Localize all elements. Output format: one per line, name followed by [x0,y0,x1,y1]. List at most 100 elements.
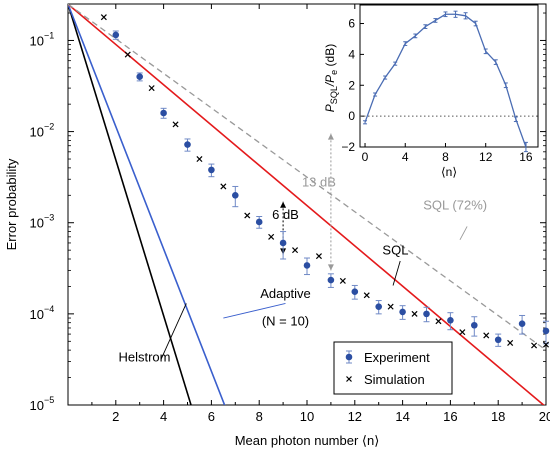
inset-y-tick-label: 2 [348,78,355,92]
simulation-cross-stroke [244,212,251,219]
annotation-label: SQL [382,242,408,257]
simulation-point [387,303,394,310]
simulation-cross-stroke [268,233,275,240]
annotation-label: 13 dB [302,174,336,189]
simulation-cross-stroke [459,329,466,336]
inset-y-axis-label-part: / [323,81,337,87]
inset-y-axis-label-part: e [329,70,339,75]
simulation-point [459,329,466,336]
experiment-point [232,191,239,199]
inset-y-tick-label: 0 [348,109,355,123]
simulation-cross-stroke [148,85,155,92]
x-axis-label: Mean photon number ⟨n⟩ [235,433,380,448]
experiment-point [447,316,454,324]
simulation-cross-stroke [339,277,346,284]
simulation-cross-stroke [100,14,107,21]
y-tick-exponent: −3 [44,213,54,223]
annotation-label: Helstrom [118,350,170,365]
annotation-label: (N = 10) [262,313,309,328]
simulation-cross-stroke [292,247,299,254]
x-tick-label: 14 [395,409,409,424]
simulation-point [292,247,299,254]
x-tick-label: 18 [491,409,505,424]
inset-y-axis-label-part: P [323,104,337,112]
simulation-cross-stroke [196,156,203,163]
theory-line [68,4,545,405]
x-tick-label: 4 [160,409,167,424]
simulation-point [172,121,179,128]
legend-experiment-marker [345,353,353,361]
experiment-point [542,327,550,335]
label-pointer [160,303,187,360]
annotation-label: SQL (72%) [423,197,487,212]
simulation-point [435,318,442,325]
simulation-cross-stroke [315,253,322,260]
x-tick-label: 20 [539,409,550,424]
x-tick-label: 8 [256,409,263,424]
simulation-cross-stroke [172,121,179,128]
y-tick-base: 10 [30,398,44,413]
theory-line [68,4,546,351]
legend-label: Experiment [364,350,430,365]
experiment-point [327,276,335,284]
experiment-point [208,166,215,174]
inset-y-tick-label: 6 [348,17,355,31]
interval-arrow-head-down [327,264,334,271]
legend-simulation-marker [346,376,352,382]
experiment-point [471,321,478,329]
experiment-point [518,320,526,327]
x-tick-label: 10 [300,409,314,424]
inset-y-tick-label: 4 [348,47,355,61]
simulation-point [411,310,418,317]
y-tick-base: 10 [30,33,44,48]
label-pointer [392,260,401,286]
experiment-point [136,73,143,81]
label-pointer [223,303,286,319]
experiment-point [303,262,311,269]
label-pointer [459,226,468,240]
experiment-point [112,31,120,39]
interval-arrow-head-up [280,201,287,208]
experiment-point [160,109,167,117]
inset-x-tick-label: 16 [519,150,533,164]
simulation-point [363,292,370,299]
experiment-point [423,310,430,318]
y-tick-base: 10 [30,125,44,140]
simulation-point [196,156,203,163]
simulation-point [244,212,251,219]
theory-line [68,4,192,405]
experiment-point [351,288,359,296]
simulation-point [483,332,490,339]
simulation-cross-stroke [220,183,227,190]
y-tick-label: 10 [30,398,44,413]
simulation-cross-stroke [531,342,538,349]
x-tick-label: 12 [348,409,362,424]
simulation-point [542,341,550,348]
y-tick-label: 10 [30,307,44,322]
simulation-cross-stroke [363,292,370,299]
theory-lines [68,4,546,405]
y-tick-exponent: −4 [44,304,54,314]
inset-frame [359,4,539,148]
experiment-point [184,141,191,148]
x-tick-label: 16 [443,409,457,424]
simulation-cross-stroke [435,318,442,325]
inset-y-axis-label-part: SQL [329,86,339,104]
inset-x-tick-label: 8 [442,150,449,164]
experiment-point [255,218,263,226]
simulation-cross-stroke [507,339,514,346]
experiment-point [375,303,383,310]
legend-label: Simulation [364,372,425,387]
experiment-point [399,308,406,316]
y-axis-label: Error probability [4,158,19,250]
inset-x-tick-label: 4 [402,150,409,164]
simulation-point [100,14,107,21]
simulation-point [531,342,538,349]
simulation-cross-stroke [387,303,394,310]
experiment-point [494,336,502,344]
inset-y-axis-label-part: P [323,75,337,83]
simulation-point [220,183,227,190]
x-tick-label: 6 [208,409,215,424]
